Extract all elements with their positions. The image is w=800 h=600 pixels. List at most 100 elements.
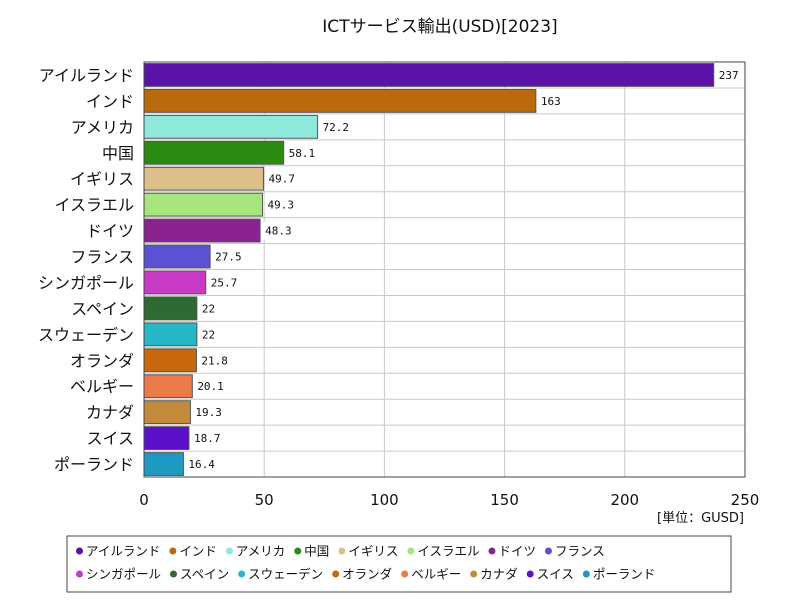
bar (143, 166, 264, 191)
legend-marker (544, 547, 552, 555)
category-label: 中国 (102, 144, 134, 163)
legend-marker (76, 570, 83, 578)
category-label: スウェーデン (38, 325, 134, 344)
category-label: スイス (86, 429, 134, 448)
category-label: インド (86, 92, 134, 111)
bar (143, 426, 190, 451)
bar (143, 374, 193, 399)
legend-marker (401, 570, 409, 578)
legend-label: イギリス (348, 544, 398, 559)
value-label-background (285, 143, 320, 162)
bar (143, 322, 198, 347)
value-label-background (185, 455, 220, 474)
value-label: 48.3 (265, 225, 292, 238)
bar (143, 452, 184, 476)
value-label-background (198, 351, 233, 370)
value-label: 163 (541, 95, 561, 108)
legend-marker (76, 547, 83, 555)
value-label-background (537, 91, 565, 110)
value-label-background (207, 273, 242, 292)
legend-marker (470, 570, 478, 578)
category-label: イスラエル (54, 196, 134, 215)
legend-label: アイルランド (86, 544, 160, 559)
bar (143, 114, 319, 139)
x-tick-label: 200 (610, 491, 639, 509)
category-label: ベルギー (70, 377, 134, 396)
plot-area: 0 50 100 150 200 250 アイルランド 237 インド 163 アメリカ 72.2 中国… (38, 61, 760, 509)
value-label-background (265, 169, 300, 188)
value-label-background (198, 299, 219, 318)
chart-title: ICTサービス輸出(USD)[2023] (322, 17, 557, 37)
legend-marker (225, 547, 233, 555)
legend-label: イスラエル (417, 544, 479, 559)
value-label-background (190, 429, 225, 448)
value-label-background (198, 325, 219, 344)
category-label: アイルランド (39, 66, 134, 85)
value-label: 22 (202, 328, 215, 341)
legend-label: スウェーデン (248, 567, 323, 582)
x-tick-label: 250 (731, 491, 760, 509)
legend-marker (294, 547, 302, 555)
legend-marker (169, 547, 177, 555)
legend-marker (582, 570, 590, 578)
legend-box (66, 535, 732, 593)
legend-label: ポーランド (593, 567, 656, 582)
bar (143, 63, 715, 87)
x-tick-label: 50 (255, 491, 274, 509)
value-label: 25.7 (211, 276, 238, 289)
legend-marker (170, 570, 178, 578)
value-label-background (212, 247, 247, 266)
category-label: シンガポール (38, 273, 134, 292)
legend-label: ドイツ (498, 544, 536, 559)
legend-marker (526, 570, 534, 578)
legend-marker (488, 547, 496, 555)
unit-label: [単位：GUSD] (657, 510, 744, 526)
category-label: カナダ (86, 403, 134, 422)
legend-label: 中国 (304, 544, 329, 559)
category-label: アメリカ (71, 118, 134, 137)
legend-marker (338, 547, 346, 555)
value-label: 27.5 (215, 251, 242, 264)
bar (143, 88, 537, 113)
value-label-background (264, 195, 299, 214)
bar (143, 192, 264, 217)
value-label: 21.8 (201, 354, 228, 367)
value-label: 49.7 (268, 173, 295, 186)
legend-marker (332, 570, 340, 578)
value-label-background (715, 65, 743, 84)
category-label: スペイン (71, 299, 134, 318)
value-label-background (194, 377, 229, 396)
bar (143, 348, 197, 373)
bar (143, 296, 198, 321)
category-label: フランス (70, 248, 134, 267)
bar (143, 218, 261, 243)
value-label: 72.2 (323, 121, 350, 134)
legend-label: カナダ (480, 567, 518, 582)
legend-marker (238, 570, 246, 578)
category-label: オランダ (70, 351, 134, 370)
x-tick-label: 100 (370, 491, 399, 509)
value-label-background (192, 403, 227, 422)
bar (143, 400, 191, 425)
value-label: 49.3 (268, 199, 295, 212)
bar (143, 140, 285, 165)
legend-label: ベルギー (411, 567, 461, 582)
legend-label: オランダ (342, 567, 392, 582)
value-label: 237 (719, 69, 739, 82)
value-label-background (262, 221, 297, 240)
plot-border (143, 61, 746, 478)
category-label: イギリス (70, 170, 134, 189)
legend-label: スペイン (180, 567, 229, 582)
x-tick-label: 0 (139, 491, 149, 509)
legend-label: アメリカ (236, 544, 285, 559)
legend-label: スイス (537, 567, 574, 582)
legend-label: インド (179, 544, 217, 559)
value-label: 20.1 (197, 380, 224, 393)
value-label: 22 (202, 302, 215, 315)
bar (143, 244, 211, 269)
value-label: 18.7 (194, 432, 221, 445)
legend-label: シンガポール (86, 567, 161, 582)
category-label: ポーランド (54, 455, 134, 474)
